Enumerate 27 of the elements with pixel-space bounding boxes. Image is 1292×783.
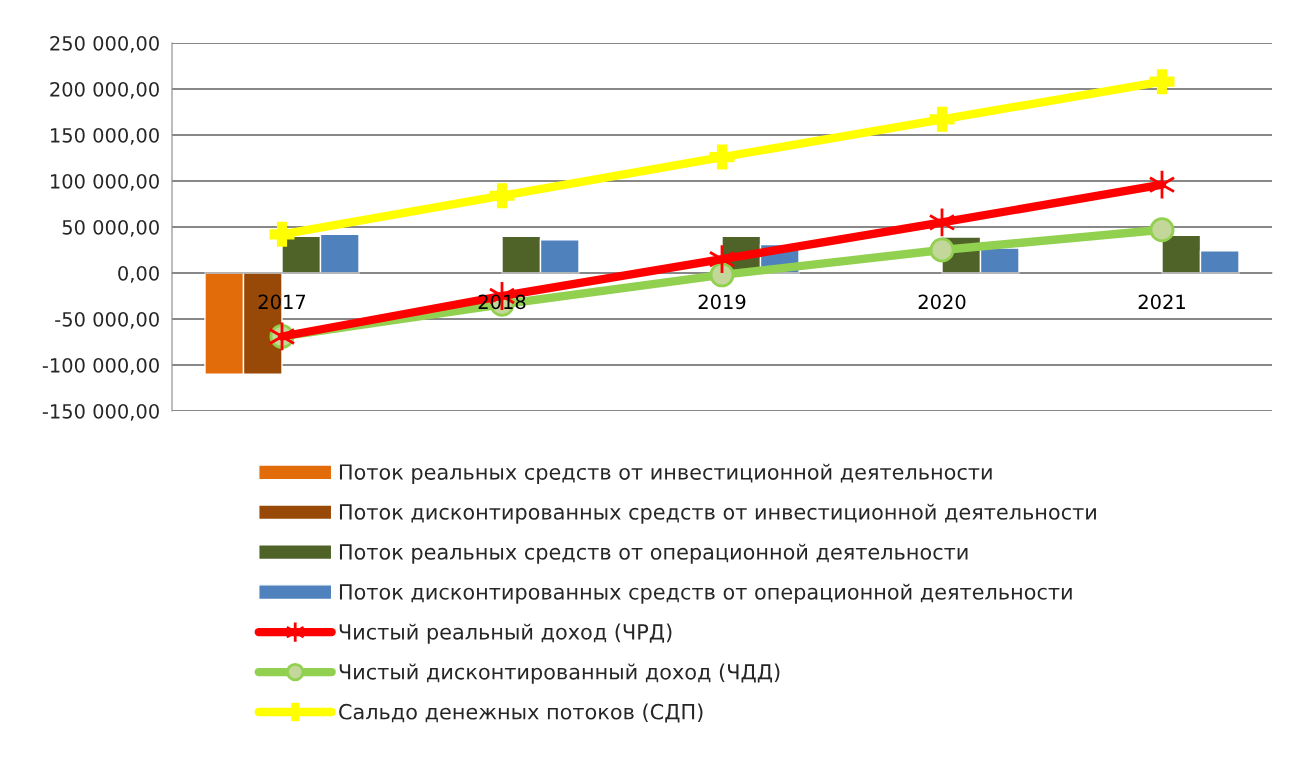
point	[709, 144, 735, 170]
legend-label: Поток реальных средств от инвестиционной деятельности	[339, 463, 992, 484]
x-tick-label: 2019	[698, 294, 746, 310]
point	[269, 221, 295, 247]
y-tick-label: 0,00	[118, 265, 159, 283]
point	[1149, 217, 1175, 243]
legend-label: Сальдо денежных потоков (СДП)	[339, 703, 703, 723]
y-tick-label: 150 000,00	[51, 127, 159, 145]
legend-label: Чистый реальный доход (ЧРД)	[339, 623, 672, 644]
x-tick-label: 2021	[1138, 294, 1185, 310]
y-tick-label: -150 000,00	[42, 403, 159, 421]
y-tick-label: 200 000,00	[50, 81, 159, 99]
point	[1149, 69, 1175, 95]
legend-label: Поток дисконтированных средств от операционной деятельности	[339, 583, 1072, 604]
legend-label: Чистый дисконтированный доход (ЧДД)	[339, 663, 780, 684]
point	[489, 183, 515, 209]
legend-label: Поток дисконтированных средств от инвестиционной деятельности	[339, 503, 1096, 524]
point	[929, 237, 955, 263]
legend-label: Поток реальных средств от операционной деятельности	[339, 543, 968, 564]
point	[929, 106, 955, 132]
y-tick-label: 50 000,00	[62, 219, 159, 237]
y-tick-label: 100 000,00	[51, 173, 159, 191]
y-tick-label: -50 000,00	[55, 311, 159, 329]
y-tick-label: 250 000,00	[50, 35, 159, 53]
x-tick-label: 2020	[918, 294, 966, 310]
point	[709, 262, 735, 288]
y-tick-label: -100 000,00	[42, 357, 159, 375]
